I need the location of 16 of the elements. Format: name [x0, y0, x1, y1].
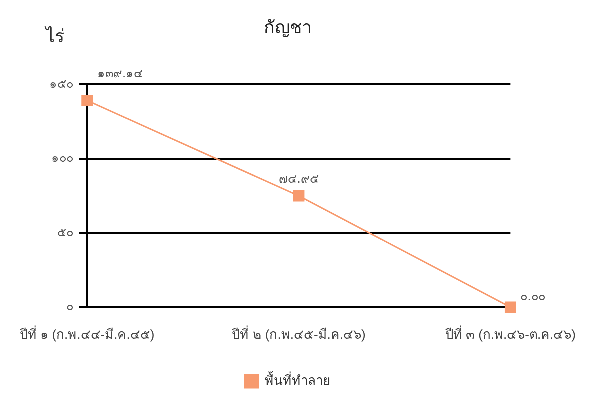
x-tick-label: ปีที่ ๑ (ก.พ.๔๔-มี.ค.๔๕) — [18, 326, 155, 342]
point — [82, 95, 94, 106]
y-tick-label: ๕๐ — [57, 225, 74, 240]
data-label: ๗๔.๙๕ — [279, 172, 319, 186]
chart-title: กัญชา — [264, 17, 312, 38]
x-tick-label: ปีที่ ๒ (ก.พ.๔๕-มี.ค.๔๖) — [231, 326, 366, 342]
data-label: ๑๓๙.๑๔ — [97, 66, 144, 81]
point — [504, 302, 516, 314]
point — [293, 190, 305, 202]
x-tick-label: ปีที่ ๓ (ก.พ.๔๖-ต.ค.๔๖) — [444, 326, 576, 342]
y-tick-label: ๑๕๐ — [49, 76, 74, 91]
legend-label: พื้นที่ทำลาย — [264, 371, 331, 388]
y-tick-label: ๐ — [66, 300, 74, 314]
data-label: ๐.๐๐ — [520, 290, 546, 304]
y-tick-label: ๑๐๐ — [51, 151, 74, 166]
y-axis-title: ไร่ — [44, 26, 65, 48]
